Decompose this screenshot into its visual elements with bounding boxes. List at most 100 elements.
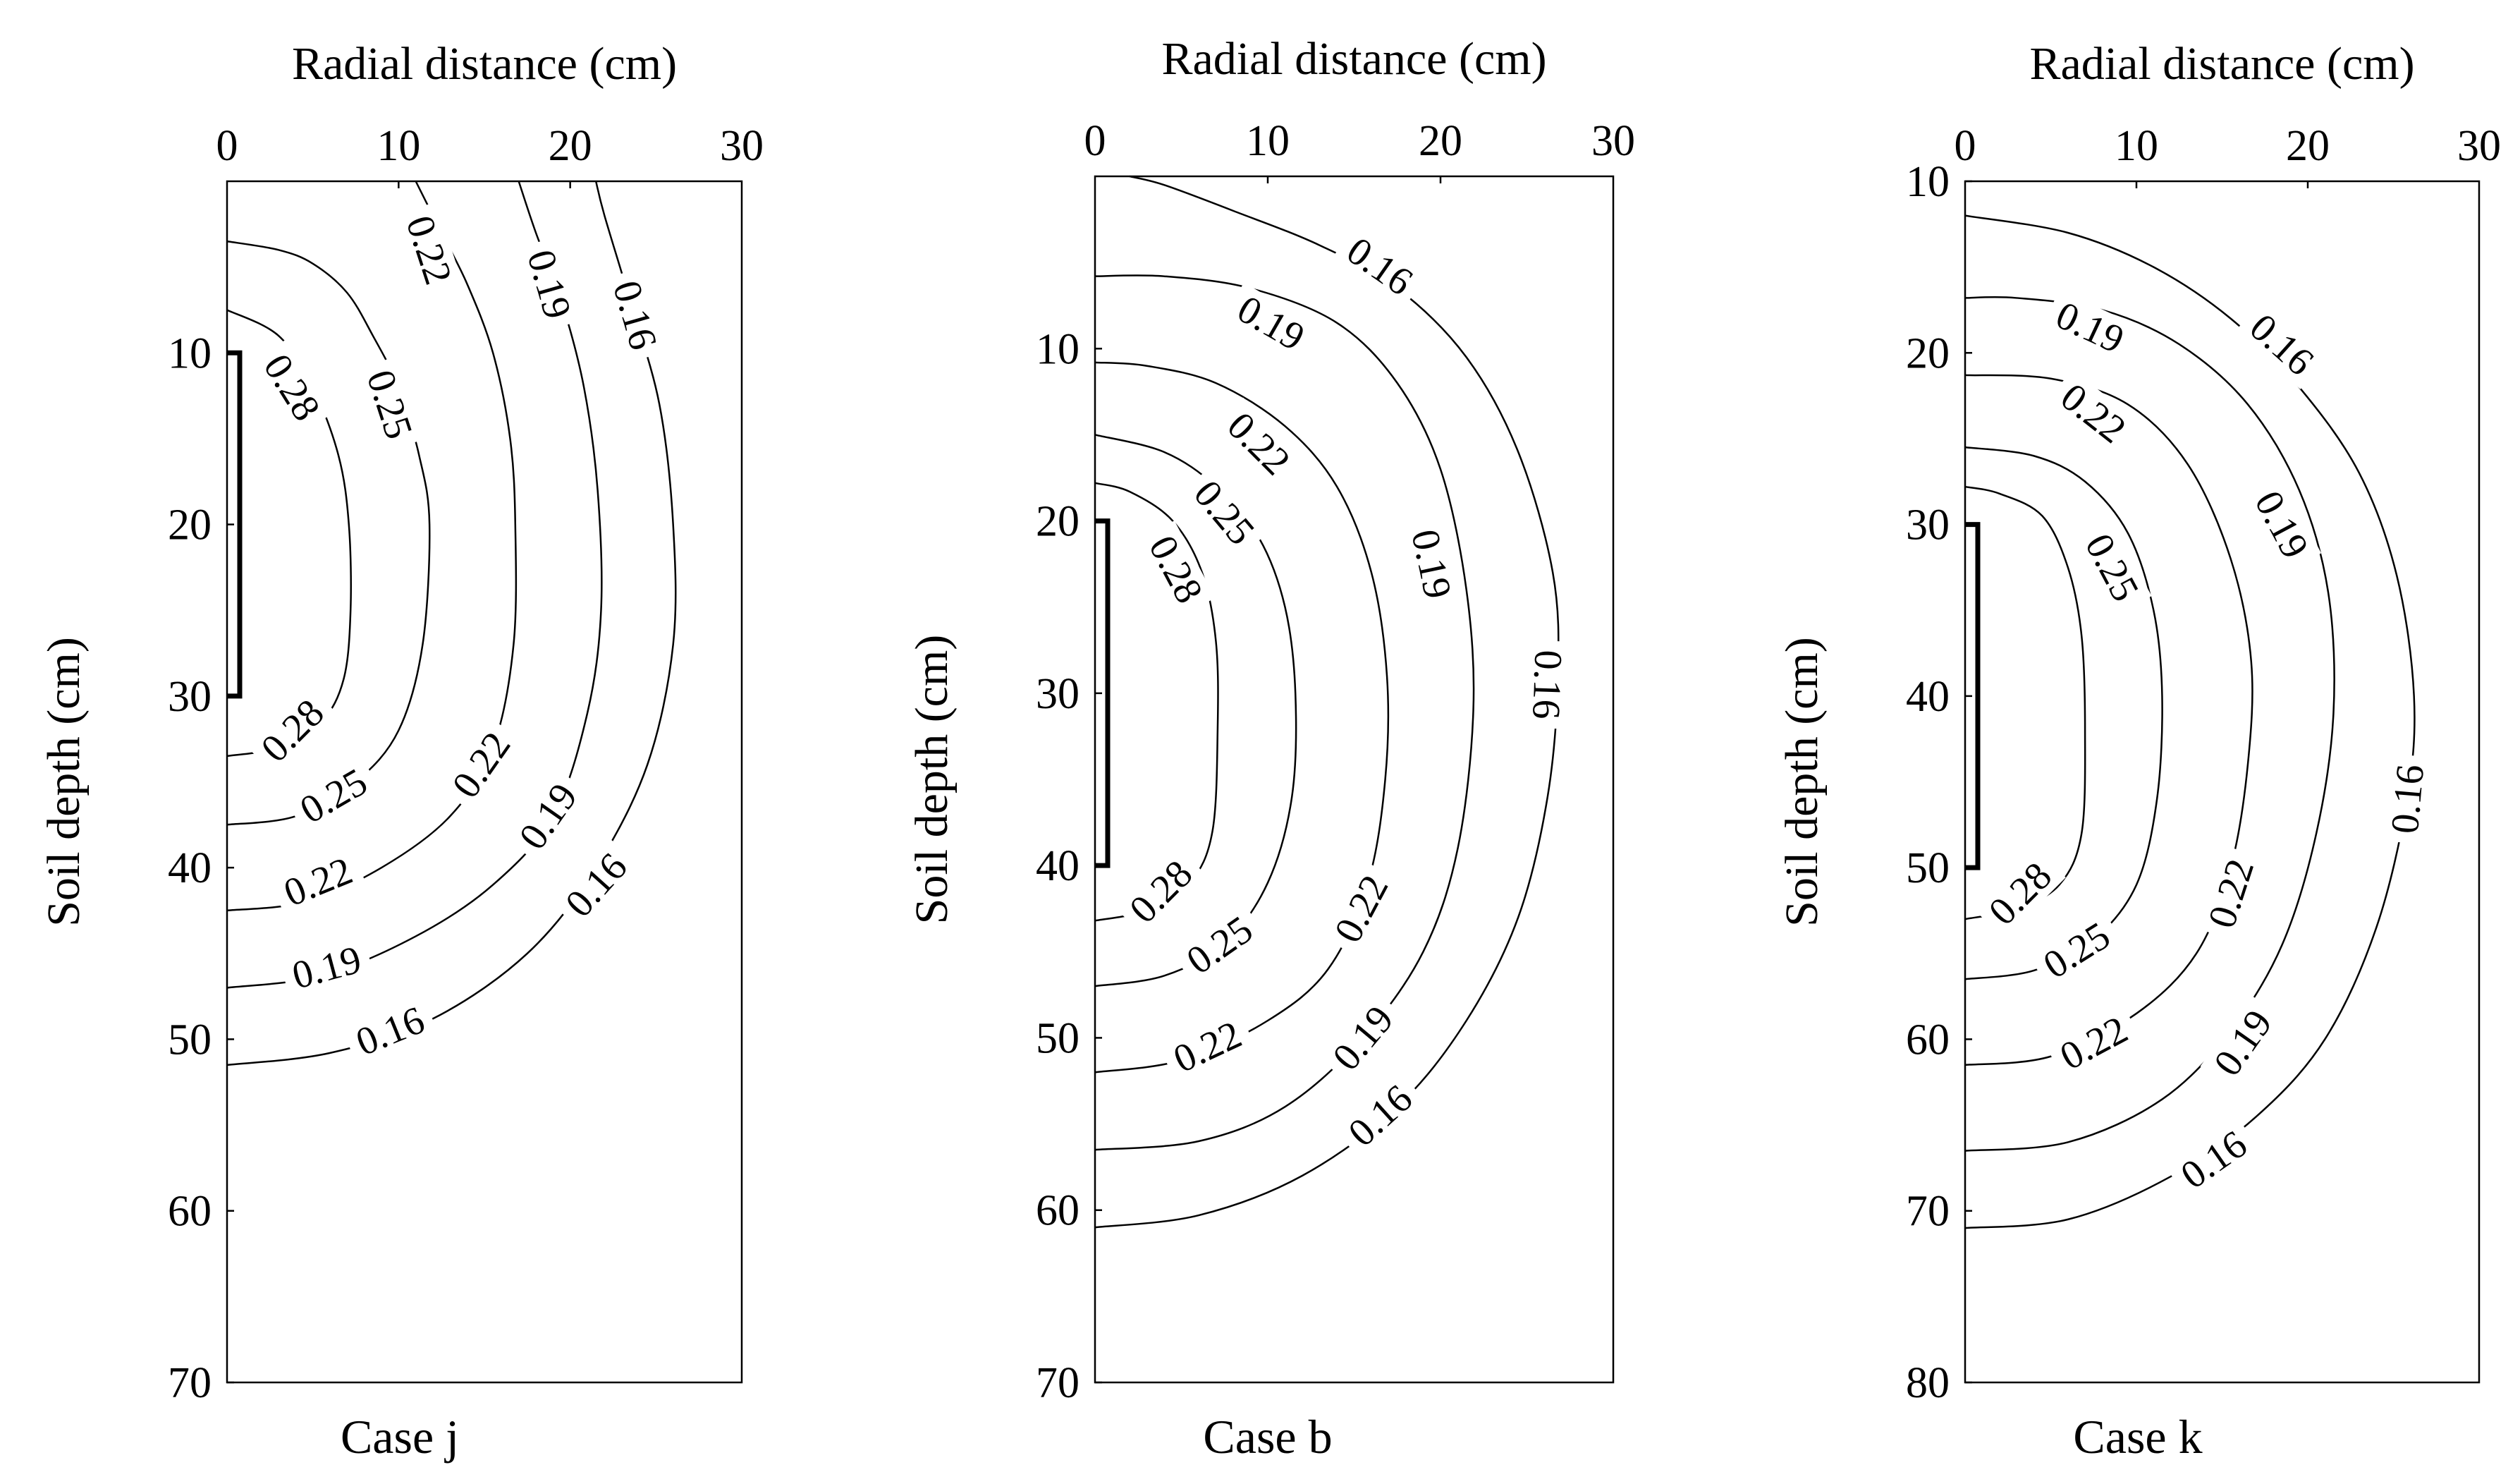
y-tick-label: 10 xyxy=(1906,158,1950,206)
contour-label: 0.22 xyxy=(398,210,460,289)
contour-label-bg xyxy=(1171,902,1268,987)
y-tick-label: 20 xyxy=(168,501,212,549)
contour-label-bg xyxy=(1158,1009,1256,1085)
contour-label-bg xyxy=(517,236,582,332)
contour-label-bg xyxy=(1223,282,1320,363)
x-axis-title: Radial distance (cm) xyxy=(2029,38,2414,90)
y-tick-label: 80 xyxy=(1906,1359,1950,1407)
panel-1: Radial distance (cm) 0 10 20 30 10 20 30 40 50 60 7… xyxy=(38,38,764,1464)
x-tick-label: 30 xyxy=(2457,122,2501,170)
contour-label-bg xyxy=(356,356,424,453)
y-tick-label: 50 xyxy=(1036,1014,1079,1062)
y-tick-label: 50 xyxy=(168,1016,212,1064)
contour-label-bg xyxy=(1332,223,1429,309)
contour-line-0.28 xyxy=(1964,485,2086,920)
contour-line-0.22 xyxy=(1964,374,2253,1066)
contour-label: 0.16 xyxy=(1524,650,1570,720)
contour-label-bg xyxy=(603,267,668,363)
plot-frame xyxy=(226,180,743,1384)
x-tick-label: 10 xyxy=(2115,122,2158,170)
contour-label-bg xyxy=(505,768,591,865)
contour-label-bg xyxy=(1137,521,1216,618)
y-tick-label: 60 xyxy=(1906,1016,1950,1064)
contour-label-bg xyxy=(1321,860,1400,958)
emitter-bar xyxy=(1965,522,1981,870)
case-label: Case k xyxy=(2073,1410,2202,1464)
y-tick-label: 30 xyxy=(1036,670,1079,718)
y-tick-label: 10 xyxy=(168,329,212,377)
contour-label-bg xyxy=(246,684,338,777)
x-tick-label: 10 xyxy=(377,122,420,170)
x-tick-label: 20 xyxy=(2286,122,2330,170)
y-tick-label: 10 xyxy=(1036,325,1079,373)
contour-label-bg xyxy=(2235,299,2329,389)
y-tick-label: 30 xyxy=(1906,501,1950,549)
contour-label-bg xyxy=(2028,908,2125,992)
contour-label: 0.22 xyxy=(2200,854,2263,933)
contour-label-bg xyxy=(1115,845,1207,937)
contour-label-bg xyxy=(1333,1070,1427,1161)
x-tick-label: 20 xyxy=(549,122,592,170)
contour-label: 0.25 xyxy=(358,365,421,444)
contour-label-bg xyxy=(1318,990,1407,1085)
contour-label-bg xyxy=(396,202,463,298)
contour-label-bg xyxy=(269,845,367,918)
contour-label-bg xyxy=(2165,1117,2262,1202)
contour-line-0.19 xyxy=(1964,296,2335,1152)
y-tick-label: 40 xyxy=(168,844,212,892)
x-tick-label: 0 xyxy=(1084,117,1106,165)
x-tick-label: 20 xyxy=(1419,117,1462,165)
contour-label-bg xyxy=(2196,845,2265,942)
contour-label-bg xyxy=(1180,465,1269,560)
emitter-bar xyxy=(1095,518,1111,868)
y-tick-label: 70 xyxy=(1036,1359,1079,1407)
x-tick-label: 10 xyxy=(1246,117,1290,165)
y-tick-label: 20 xyxy=(1906,329,1950,377)
contour-line-0.16 xyxy=(226,181,677,1066)
x-tick-label: 0 xyxy=(216,122,238,170)
contour-label-bg xyxy=(2242,475,2322,573)
contour-label: 0.16 xyxy=(2383,762,2433,835)
y-tick-label: 70 xyxy=(1906,1188,1950,1236)
contour-label-bg xyxy=(2200,995,2285,1091)
x-axis-title: Radial distance (cm) xyxy=(1161,33,1546,85)
y-tick-label: 60 xyxy=(168,1188,212,1236)
y-tick-label: 70 xyxy=(168,1359,212,1407)
y-tick-label: 30 xyxy=(168,673,212,721)
x-tick-label: 0 xyxy=(1955,122,1976,170)
contour-label: 0.19 xyxy=(518,245,580,324)
contour-line-0.22 xyxy=(1094,361,1390,1074)
contour-label-bg xyxy=(1402,516,1462,612)
y-axis-title: Soil depth (cm) xyxy=(38,637,90,927)
y-tick-label: 40 xyxy=(1906,673,1950,721)
y-axis-title: Soil depth (cm) xyxy=(1776,637,1828,927)
contour-label-bg xyxy=(438,717,524,813)
contour-label-bg xyxy=(551,838,641,932)
y-axis-title: Soil depth (cm) xyxy=(906,635,958,925)
contour-label-bg xyxy=(341,995,439,1067)
plot-frame xyxy=(1964,180,2481,1384)
contour-label-bg xyxy=(2045,1003,2143,1082)
contour-label-bg xyxy=(2382,753,2433,845)
contour-label-bg xyxy=(1524,640,1571,729)
panel-2: Radial distance (cm) 0 10 20 30 10 20 30 40 50 60 7… xyxy=(906,33,1635,1464)
x-tick-label: 30 xyxy=(720,122,764,170)
contour-label-bg xyxy=(2045,369,2141,457)
contour-label-bg xyxy=(2041,289,2139,365)
contour-line-0.16 xyxy=(1094,175,1560,1229)
contour-label-bg xyxy=(1974,847,2066,939)
contour-label-bg xyxy=(251,339,334,436)
x-tick-label: 30 xyxy=(1591,117,1635,165)
contour-label: 0.19 xyxy=(1402,525,1460,602)
case-label: Case j xyxy=(341,1410,459,1464)
panel-3: Radial distance (cm)0 10 20 301020304050607… xyxy=(1776,38,2501,1464)
contour-label: 0.19 xyxy=(288,938,366,998)
y-tick-label: 60 xyxy=(1036,1187,1079,1235)
x-axis-title: Radial distance (cm) xyxy=(292,38,677,90)
y-tick-label: 20 xyxy=(1036,498,1079,546)
y-tick-label: 50 xyxy=(1906,844,1950,892)
contour-label-bg xyxy=(285,755,382,836)
contour-label-bg xyxy=(1213,397,1305,489)
case-label: Case b xyxy=(1203,1410,1332,1464)
